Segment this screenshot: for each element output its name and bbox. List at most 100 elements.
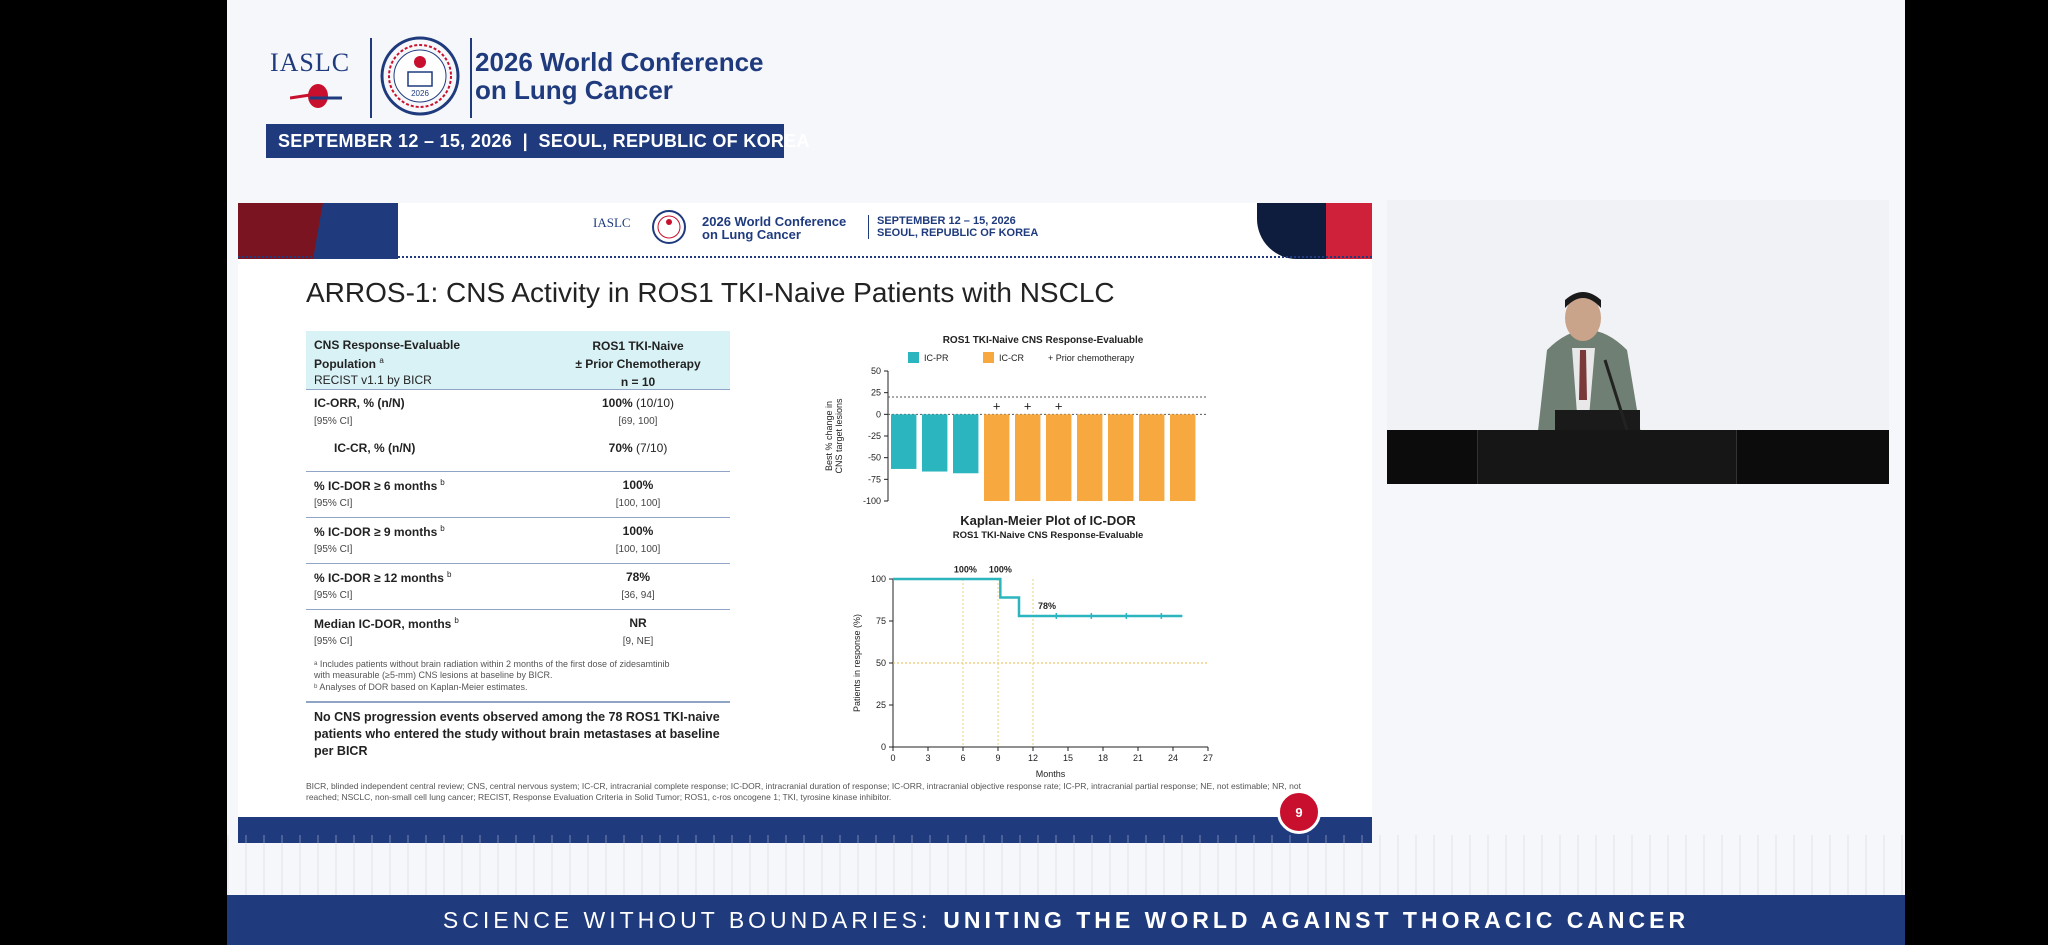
km-xtick-label: 21 (1133, 753, 1143, 763)
waterfall-plus-marker: + (1055, 398, 1063, 413)
waterfall-plus-marker: + (1024, 398, 1032, 413)
km-xlabel: Months (1036, 769, 1066, 779)
km-ylabel: Patients in response (%) (852, 614, 862, 712)
conference-title: 2026 World Conference on Lung Cancer (475, 48, 835, 104)
row-label-sup: b (440, 524, 445, 533)
row-label: IC-ORR, % (n/N) (314, 396, 405, 410)
header-divider (370, 38, 372, 118)
km-xtick-label: 24 (1168, 753, 1178, 763)
slide-header-divider (238, 256, 1372, 258)
table-row: IC-CR, % (n/N) 70% (7/10) (306, 435, 730, 471)
row-label: Median IC-DOR, months b (314, 616, 459, 631)
waterfall-chart: ROS1 TKI-Naive CNS Response-Evaluable Bes… (824, 335, 1208, 506)
row-label: IC-CR, % (n/N) (334, 441, 416, 455)
waterfall-bar (891, 414, 917, 469)
km-ytick-label: 50 (876, 658, 886, 668)
header-col1-line1: CNS Response-Evaluable (314, 338, 461, 352)
waterfall-ylabel-line1: Best % change in (824, 401, 834, 471)
waterfall-bar (1077, 414, 1103, 501)
km-annotation: 78% (1038, 601, 1056, 611)
footnote-b: ᵇ Analyses of DOR based on Kaplan-Meier … (314, 682, 528, 692)
legend-swatch-ic-pr (908, 352, 919, 363)
row-ci-value: [100, 100] (615, 544, 661, 555)
waterfall-bar (1015, 414, 1041, 501)
slide-conf-line2: on Lung Cancer (702, 227, 801, 242)
row-ci-value: [69, 100] (618, 416, 658, 427)
km-xtick-label: 18 (1098, 753, 1108, 763)
header-col1-sup: a (379, 356, 384, 365)
km-xtick-label: 9 (995, 753, 1000, 763)
header-col1-sub: RECIST v1.1 by BICR (314, 373, 432, 387)
row-label-sup: b (454, 616, 459, 625)
slide-dates-line2: SEOUL, REPUBLIC OF KOREA (877, 227, 1039, 239)
conference-date-bar: SEPTEMBER 12 – 15, 2026 | SEOUL, REPUBLI… (266, 124, 809, 158)
header-divider-2 (470, 38, 472, 118)
svg-text:2026: 2026 (411, 89, 429, 98)
waterfall-bar (922, 414, 948, 472)
km-xtick-label: 15 (1063, 753, 1073, 763)
km-xtick-label: 6 (960, 753, 965, 763)
waterfall-bar (984, 414, 1010, 501)
waterfall-ytick-label: -75 (868, 474, 881, 484)
km-ytick-label: 75 (876, 616, 886, 626)
abbreviations: BICR, blinded independent central review… (306, 781, 1301, 802)
row-label-sup: b (440, 478, 445, 487)
slide-conf-line1: 2026 World Conference (702, 214, 847, 229)
row-value-count: (7/10) (632, 441, 668, 455)
waterfall-bar (1108, 414, 1134, 501)
km-survival-curve (893, 577, 1183, 618)
tagline-plain: SCIENCE WITHOUT BOUNDARIES: (442, 906, 932, 933)
km-xtick-label: 0 (890, 753, 895, 763)
row-label: % IC-DOR ≥ 9 months b (314, 524, 445, 539)
page-number-badge: 9 (1277, 790, 1321, 834)
waterfall-bar (1046, 414, 1072, 501)
conference-title-line1: 2026 World Conference (475, 47, 764, 77)
row-ci-label: [95% CI] (314, 416, 353, 427)
row-value: 78% (625, 570, 651, 584)
row-value: 100% (622, 478, 654, 492)
row-ci-label: [95% CI] (314, 636, 353, 647)
slide-conference-title: 2026 World Conference on Lung Cancer (702, 215, 846, 241)
km-ytick-label: 0 (881, 742, 886, 752)
row-value: NR (629, 616, 647, 630)
slide-header: IASLC 2026 World Conference on Lung Canc… (238, 203, 1372, 259)
table-row: % IC-DOR ≥ 12 months b 78% [95% CI] [36, 94] (306, 563, 730, 609)
conference-title-line2: on Lung Cancer (475, 75, 673, 105)
row-ci-label: [95% CI] (314, 544, 353, 555)
km-annotation: 100% (954, 564, 977, 574)
row-value: 100% (10/10) (601, 396, 675, 410)
km-xtick-label: 27 (1203, 753, 1213, 763)
slide-title: ARROS-1: CNS Activity in ROS1 TKI-Naive … (306, 277, 1115, 308)
conference-seal-icon: 2026 (380, 36, 460, 116)
slide-iaslc-logo: IASLC (593, 215, 631, 230)
km-ytick-label: 100 (871, 574, 886, 584)
km-xtick-label: 3 (925, 753, 930, 763)
header-col2-line1: ROS1 TKI-Naive (592, 339, 684, 353)
summary-statement: No CNS progression events observed among… (306, 701, 730, 766)
waterfall-ytick-label: 25 (871, 388, 881, 398)
legend-label-ic-cr: IC-CR (999, 353, 1024, 363)
row-ci-value: [9, NE] (622, 636, 654, 647)
legend-label-prior-chemo: + Prior chemotherapy (1048, 353, 1135, 363)
slide-footer-bar (238, 817, 1372, 843)
km-xtick-label: 12 (1028, 753, 1038, 763)
waterfall-ytick-label: -100 (863, 496, 881, 506)
tagline-bold: UNITING THE WORLD AGAINST THORACIC CANCE… (943, 906, 1690, 933)
table-row: IC-ORR, % (n/N) 100% (10/10) [95% CI] [69, … (306, 389, 730, 435)
slide-dates-line1: SEPTEMBER 12 – 15, 2026 (877, 215, 1016, 227)
row-ci-label: [95% CI] (314, 590, 353, 601)
waterfall-bar (1170, 414, 1196, 501)
row-label: % IC-DOR ≥ 12 months b (314, 570, 452, 585)
slide-decor-right (1257, 203, 1372, 259)
row-ci-label: [95% CI] (314, 498, 353, 509)
results-table: CNS Response-Evaluable Population a RECI… (306, 331, 730, 655)
conference-tagline-band: SCIENCE WITHOUT BOUNDARIES: UNITING THE … (227, 895, 1905, 945)
table-row: Median IC-DOR, months b NR [95% CI] [9, NE] (306, 609, 730, 655)
row-label-sup: b (446, 570, 452, 579)
km-subtitle: ROS1 TKI-Naive CNS Response-Evaluable (953, 530, 1144, 541)
waterfall-plus-marker: + (993, 398, 1001, 413)
km-title: Kaplan-Meier Plot of IC-DOR (960, 513, 1136, 528)
slide-seal-icon (652, 210, 686, 244)
table-row: % IC-DOR ≥ 6 months b 100% [95% CI] [100, 10… (306, 471, 730, 517)
slide-dates: SEPTEMBER 12 – 15, 2026 SEOUL, REPUBLIC … (868, 215, 1038, 239)
